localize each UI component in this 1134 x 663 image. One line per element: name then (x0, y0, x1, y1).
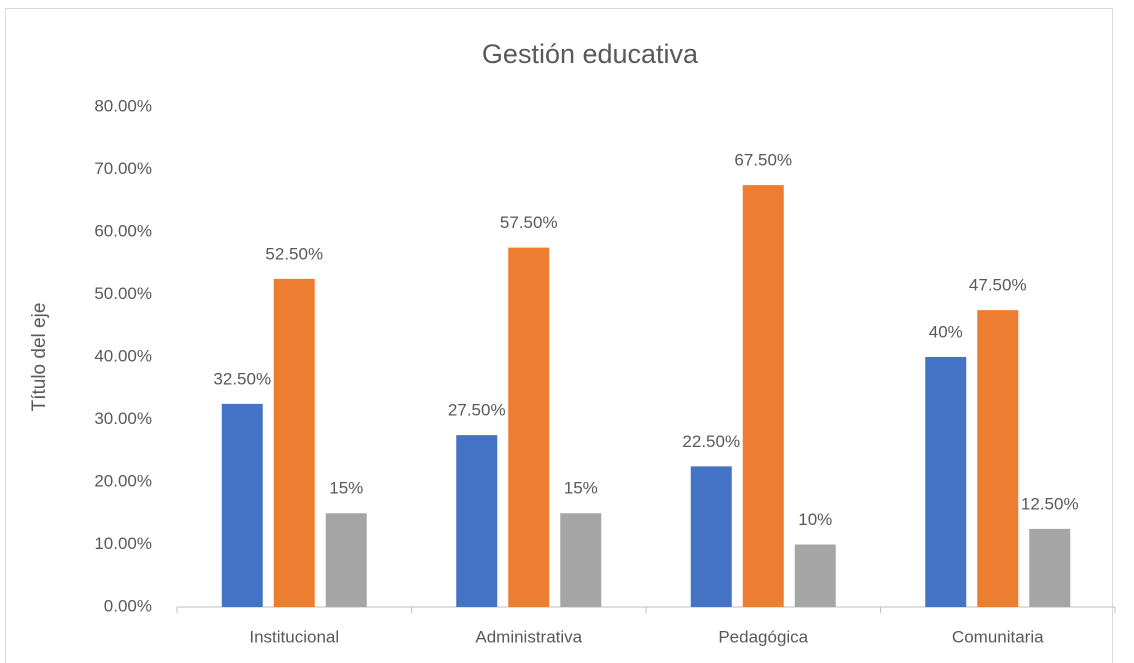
bar (456, 435, 498, 607)
bar (977, 310, 1019, 607)
bar (508, 247, 550, 607)
y-tick-label: 40.00% (94, 346, 152, 365)
data-label: 15% (329, 479, 363, 498)
y-tick-label: 20.00% (94, 471, 152, 490)
data-label: 67.50% (734, 151, 792, 170)
y-axis-title: Título del eje (29, 303, 50, 412)
y-tick-label: 30.00% (94, 409, 152, 428)
x-tick-label: Comunitaria (952, 627, 1044, 646)
y-tick-label: 60.00% (94, 221, 152, 240)
data-label: 12.50% (1021, 494, 1079, 513)
bar (794, 544, 836, 607)
data-label: 22.50% (682, 432, 740, 451)
data-label: 57.50% (500, 213, 558, 232)
y-tick-label: 80.00% (94, 96, 152, 115)
x-tick-label: Institucional (249, 627, 339, 646)
data-label: 10% (798, 510, 832, 529)
y-tick-label: 0.00% (104, 596, 152, 615)
bar (690, 466, 732, 607)
bar (273, 278, 315, 607)
data-label: 40% (929, 322, 963, 341)
chart-title: Gestión educativa (482, 39, 699, 69)
data-label: 32.50% (213, 369, 271, 388)
data-label: 15% (564, 479, 598, 498)
bar (742, 185, 784, 607)
bar (560, 513, 602, 607)
y-tick-label: 70.00% (94, 159, 152, 178)
bar (325, 513, 367, 607)
bar (221, 403, 263, 607)
y-tick-label: 50.00% (94, 284, 152, 303)
bar (1029, 528, 1071, 607)
x-tick-label: Pedagógica (718, 627, 808, 646)
bar (925, 357, 967, 607)
data-label: 47.50% (969, 276, 1027, 295)
data-label: 27.50% (448, 401, 506, 420)
data-label: 52.50% (265, 244, 323, 263)
y-tick-label: 10.00% (94, 534, 152, 553)
x-tick-label: Administrativa (475, 627, 582, 646)
